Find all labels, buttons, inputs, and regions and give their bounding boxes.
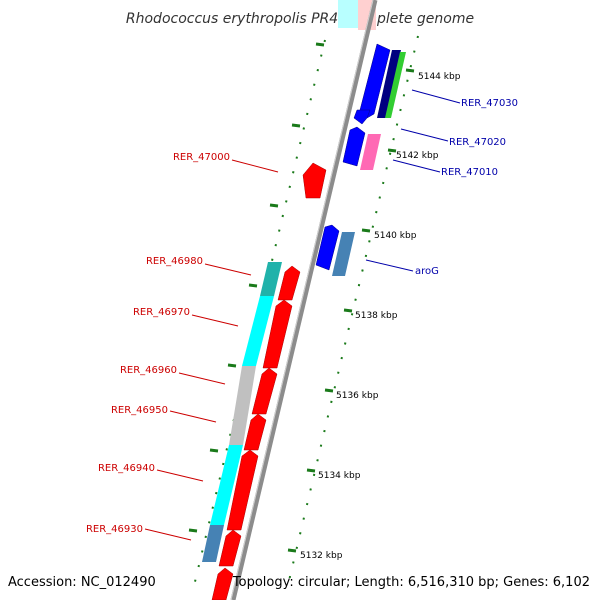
inner-tick-group [287, 68, 415, 553]
leader-line [178, 372, 226, 385]
gene-label-rer-46950[interactable]: RER_46950 [111, 405, 168, 416]
steel-blue-bar [332, 232, 355, 276]
teal-bar [260, 262, 282, 296]
leader-line [169, 410, 217, 423]
green-bar [385, 52, 406, 118]
gene-label-rer-47020[interactable]: RER_47020 [449, 137, 506, 148]
accession-text: Accession: NC_012490 [8, 575, 156, 590]
gene-label-rer-46930[interactable]: RER_46930 [86, 524, 143, 535]
gray-bar [229, 366, 256, 445]
red-gene-arrow [302, 162, 327, 199]
inner-major-tick [306, 468, 316, 473]
gene-label-rer-46970[interactable]: RER_46970 [133, 307, 190, 318]
red-gene-arrow [251, 367, 278, 415]
leader-line [191, 314, 239, 327]
gene-label-rer-46940[interactable]: RER_46940 [98, 463, 155, 474]
genome-backbone [230, 0, 378, 600]
scale-label: 5144 kbp [418, 72, 461, 82]
inner-major-tick [405, 68, 415, 73]
inner-major-tick [324, 388, 334, 393]
left-leader-group [144, 159, 279, 541]
red-gene-arrow [277, 265, 301, 301]
blue-gene-arrow [342, 126, 366, 167]
blue-gene-arrow [353, 109, 371, 125]
leader-line [411, 89, 461, 104]
inner-major-tick [343, 308, 353, 313]
map-title: Rhodococcus erythropolis PR4, complete g… [126, 11, 474, 27]
leader-line [392, 159, 441, 173]
right-leader-group [365, 89, 461, 272]
leader-line [400, 128, 449, 142]
gene-label-rer-46980[interactable]: RER_46980 [146, 256, 203, 267]
red-gene-arrow [243, 413, 267, 451]
major-tick [248, 283, 258, 288]
steel-blue-bar [202, 525, 224, 562]
scale-label: 5142 kbp [396, 151, 439, 161]
leader-line [144, 528, 192, 541]
genome-backbone-highlight [230, 0, 374, 600]
major-tick-group [188, 42, 325, 533]
topology-text: Topology: circular; Length: 6,516,310 bp… [232, 575, 590, 590]
leader-line [204, 263, 252, 276]
pink-bar [360, 134, 381, 170]
major-tick [209, 448, 219, 453]
gene-label-rer-47000[interactable]: RER_47000 [173, 152, 230, 163]
cyan-bar [242, 296, 274, 366]
navy-bar [377, 50, 401, 118]
major-tick [315, 42, 325, 47]
leader-line [365, 259, 414, 272]
red-gene-arrow [218, 529, 242, 567]
gene-label-rer-47030[interactable]: RER_47030 [461, 98, 518, 109]
red-gene-arrow [262, 299, 293, 369]
scale-label: 5132 kbp [300, 551, 343, 561]
major-tick [269, 203, 279, 208]
major-tick [188, 528, 198, 533]
inner-major-tick [387, 148, 397, 153]
inner-ring-dotted-line [287, 35, 419, 586]
major-tick [227, 363, 237, 368]
gene-label-rer-46960[interactable]: RER_46960 [120, 365, 177, 376]
scale-label: 5138 kbp [355, 311, 398, 321]
leader-line [231, 159, 279, 173]
red-gene-arrow [211, 567, 234, 600]
inner-major-tick [287, 548, 297, 553]
major-tick [291, 123, 301, 128]
cyan-bar [210, 445, 243, 525]
blue-gene-arrow [315, 224, 340, 271]
scale-label: 5134 kbp [318, 471, 361, 481]
scale-label: 5136 kbp [336, 391, 379, 401]
gene-label-rer-47010[interactable]: RER_47010 [441, 167, 498, 178]
leader-line [156, 469, 204, 482]
inner-major-tick [361, 228, 371, 233]
red-gene-arrow [226, 449, 259, 531]
scale-label: 5140 kbp [374, 231, 417, 241]
faded-cyan-bar [338, 0, 358, 28]
gene-label-arog[interactable]: aroG [415, 266, 439, 277]
